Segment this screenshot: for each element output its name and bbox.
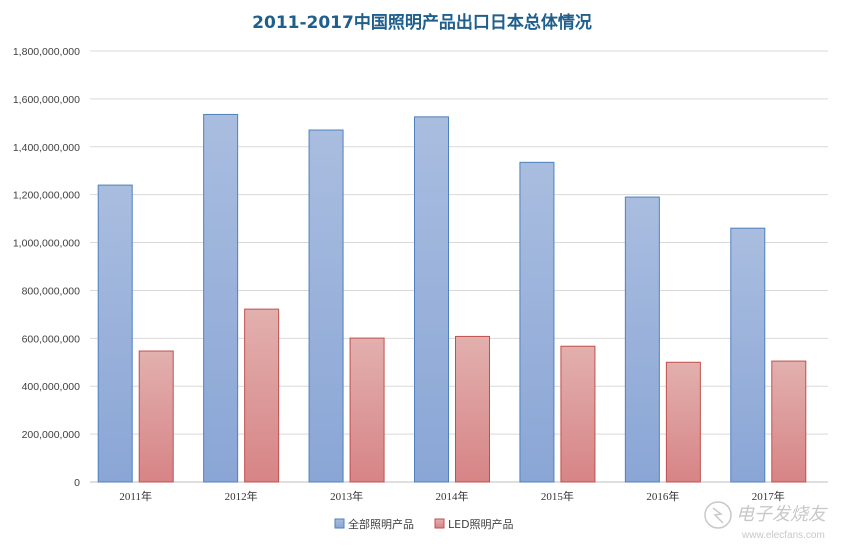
y-tick-label: 400,000,000 — [22, 381, 81, 393]
y-tick-label: 600,000,000 — [22, 333, 81, 345]
bar-led-lighting — [349, 337, 385, 483]
x-tick-label: 2011年 — [119, 489, 152, 503]
y-tick-label: 800,000,000 — [22, 285, 81, 297]
x-tick-label: 2015年 — [541, 489, 574, 503]
y-axis-ticks: 0 200,000,000 400,000,000 600,000,000 800,00… — [13, 46, 80, 489]
y-tick-label: 1,200,000,000 — [13, 190, 80, 202]
chart-title: 2011-2017中国照明产品出口日本总体情况 — [252, 12, 592, 33]
bar-led-lighting — [244, 308, 280, 483]
bar-all-lighting — [624, 196, 660, 483]
bar-all-lighting — [203, 113, 239, 483]
watermark-logo-icon — [704, 501, 732, 529]
y-tick-label: 0 — [74, 477, 80, 489]
bar-led-lighting — [138, 350, 174, 483]
x-tick-label: 2016年 — [646, 489, 679, 503]
x-tick-label: 2012年 — [225, 489, 258, 503]
x-axis-ticks: 2011年 2012年 2013年 2014年 2015年 2016年 2017年 — [119, 489, 784, 503]
bars — [97, 113, 807, 483]
watermark-logo-icon-bolt — [712, 507, 724, 524]
bar-led-lighting — [560, 345, 596, 483]
watermark-url: www.elecfans.com — [741, 530, 825, 541]
bar-all-lighting — [519, 161, 555, 483]
y-tick-label: 1,400,000,000 — [13, 142, 80, 154]
legend-label: 全部照明产品 — [348, 517, 414, 531]
bar-led-lighting — [665, 361, 701, 483]
x-tick-label: 2014年 — [436, 489, 469, 503]
bar-all-lighting — [414, 116, 449, 483]
watermark-text: 电子发烧友 — [736, 504, 828, 525]
legend-label: LED照明产品 — [448, 517, 514, 531]
y-tick-label: 1,800,000,000 — [13, 46, 80, 58]
bar-led-lighting — [771, 360, 807, 483]
x-tick-label: 2017年 — [752, 489, 785, 503]
legend: 全部照明产品 LED照明产品 — [334, 517, 514, 531]
bar-all-lighting — [730, 227, 766, 483]
x-tick-label: 2013年 — [330, 489, 363, 503]
bar-all-lighting — [308, 129, 344, 483]
bar-led-lighting — [455, 335, 490, 483]
y-tick-label: 1,600,000,000 — [13, 94, 80, 106]
y-tick-label: 200,000,000 — [22, 429, 81, 441]
y-tick-label: 1,000,000,000 — [13, 238, 80, 250]
legend-swatch — [334, 518, 345, 529]
legend-swatch — [434, 518, 445, 529]
bar-all-lighting — [97, 184, 133, 483]
watermark: 电子发烧友 www.elecfans.com — [704, 501, 828, 541]
